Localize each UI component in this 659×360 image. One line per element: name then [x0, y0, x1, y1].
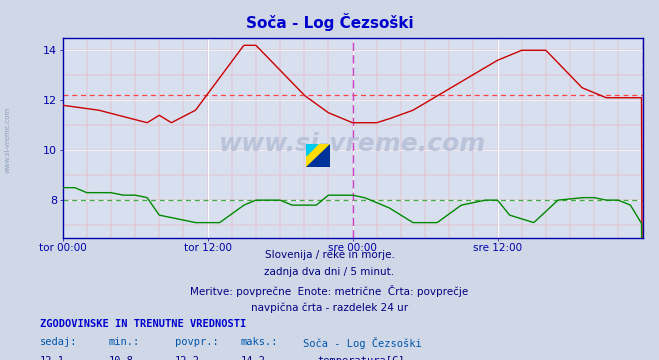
Text: ZGODOVINSKE IN TRENUTNE VREDNOSTI: ZGODOVINSKE IN TRENUTNE VREDNOSTI	[40, 319, 246, 329]
Text: navpična črta - razdelek 24 ur: navpična črta - razdelek 24 ur	[251, 302, 408, 312]
Text: 14,2: 14,2	[241, 356, 266, 360]
Text: 12,1: 12,1	[40, 356, 65, 360]
Text: Slovenija / reke in morje.: Slovenija / reke in morje.	[264, 250, 395, 260]
Text: zadnja dva dni / 5 minut.: zadnja dva dni / 5 minut.	[264, 267, 395, 278]
Polygon shape	[306, 144, 330, 167]
Polygon shape	[306, 144, 330, 167]
Text: min.:: min.:	[109, 337, 140, 347]
Text: temperatura[C]: temperatura[C]	[318, 356, 405, 360]
Text: www.si-vreme.com: www.si-vreme.com	[219, 132, 486, 156]
Text: sedaj:: sedaj:	[40, 337, 77, 347]
Text: 12,2: 12,2	[175, 356, 200, 360]
Text: www.si-vreme.com: www.si-vreme.com	[5, 107, 11, 174]
Text: povpr.:: povpr.:	[175, 337, 218, 347]
Text: 10,8: 10,8	[109, 356, 134, 360]
Text: maks.:: maks.:	[241, 337, 278, 347]
Text: Meritve: povprečne  Enote: metrične  Črta: povprečje: Meritve: povprečne Enote: metrične Črta:…	[190, 285, 469, 297]
Text: Soča - Log Čezsoški: Soča - Log Čezsoški	[246, 13, 413, 31]
Polygon shape	[306, 144, 318, 156]
Text: Soča - Log Čezsoški: Soča - Log Čezsoški	[303, 337, 422, 349]
